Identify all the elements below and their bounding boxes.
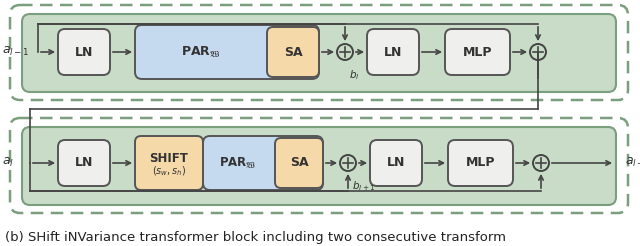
Text: PAR$_\mathfrak{W}$: PAR$_\mathfrak{W}$ [220,155,257,170]
FancyBboxPatch shape [22,127,616,205]
FancyBboxPatch shape [267,27,319,77]
Text: $(s_w, s_h)$: $(s_w, s_h)$ [152,164,186,178]
FancyBboxPatch shape [135,25,319,79]
FancyBboxPatch shape [203,136,323,190]
FancyBboxPatch shape [22,14,616,92]
Text: LN: LN [387,156,405,169]
Text: MLP: MLP [466,156,495,169]
Text: $a_{l+1}$: $a_{l+1}$ [625,155,640,169]
Text: SHIFT: SHIFT [150,152,188,165]
FancyBboxPatch shape [370,140,422,186]
Text: LN: LN [75,156,93,169]
FancyBboxPatch shape [367,29,419,75]
Text: LN: LN [384,46,402,59]
Text: SA: SA [284,46,302,59]
Text: PAR$_\mathfrak{W}$: PAR$_\mathfrak{W}$ [181,45,221,60]
Text: $a_l$: $a_l$ [2,155,14,169]
Text: $b_l$: $b_l$ [349,68,360,82]
Text: (b) SHift iNVariance transformer block including two consecutive transform: (b) SHift iNVariance transformer block i… [5,231,506,245]
FancyBboxPatch shape [275,138,323,188]
Text: $b_{l+1}$: $b_{l+1}$ [352,179,376,193]
Text: SA: SA [290,156,308,169]
Text: LN: LN [75,46,93,59]
Text: $a_{l-1}$: $a_{l-1}$ [2,45,29,58]
FancyBboxPatch shape [445,29,510,75]
FancyBboxPatch shape [448,140,513,186]
FancyBboxPatch shape [58,29,110,75]
Text: MLP: MLP [463,46,492,59]
FancyBboxPatch shape [58,140,110,186]
FancyBboxPatch shape [135,136,203,190]
